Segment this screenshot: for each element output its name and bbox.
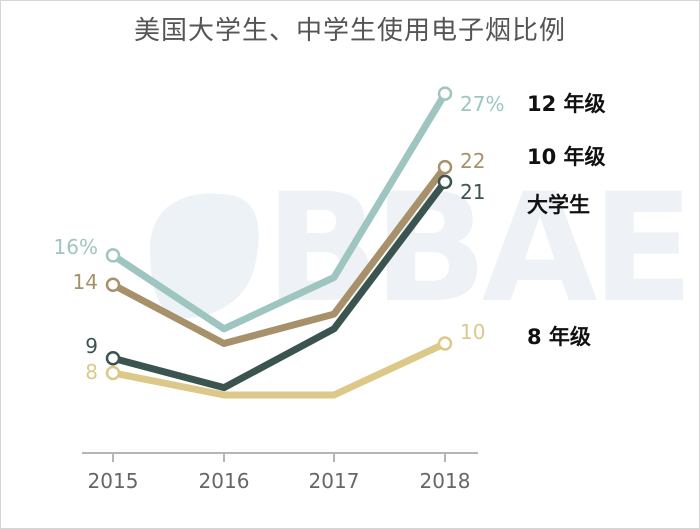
series-end-label: 10 (460, 320, 485, 344)
series-name-label: 12 年级 (527, 92, 606, 116)
x-tick-label: 2015 (88, 469, 139, 493)
x-tick-label: 2016 (199, 469, 250, 493)
series-name-label: 大学生 (527, 193, 590, 217)
series-end-marker (437, 174, 453, 190)
series-line (109, 178, 449, 392)
series-line (109, 90, 449, 333)
series-end-marker (437, 336, 453, 351)
watermark-layer: BBAE (150, 162, 694, 336)
series-start-marker (105, 248, 121, 263)
x-tick-label: 2017 (309, 469, 360, 493)
series-end-label: 21 (460, 180, 485, 204)
series-end-label: 27% (460, 92, 504, 116)
series-start-marker (105, 365, 121, 381)
series-start-label: 9 (85, 334, 98, 358)
series-end-label: 22 (460, 149, 485, 173)
series-end-marker (437, 86, 453, 101)
series-lines (105, 86, 453, 399)
series-end-marker (437, 159, 453, 175)
series-start-marker (105, 277, 121, 292)
series-start-label: 16% (54, 235, 98, 259)
x-axis: 2015 2016 2017 2018 (88, 453, 471, 493)
series-start-label: 8 (85, 360, 98, 384)
series-name-label: 10 年级 (527, 145, 606, 169)
series-line (109, 163, 449, 348)
series-start-marker (105, 351, 121, 366)
series-name-label: 8 年级 (527, 325, 591, 349)
chart-title: 美国大学生、中学生使用电子烟比例 (133, 16, 566, 46)
x-tick-label: 2018 (420, 469, 471, 493)
watermark-logo-shape (150, 193, 259, 318)
series-line (109, 340, 449, 399)
data-labels: 16% 27% 12 年级 14 22 10 年级 9 21 大学生 8 10 8 年级 (54, 92, 606, 384)
series-start-label: 14 (73, 270, 98, 294)
